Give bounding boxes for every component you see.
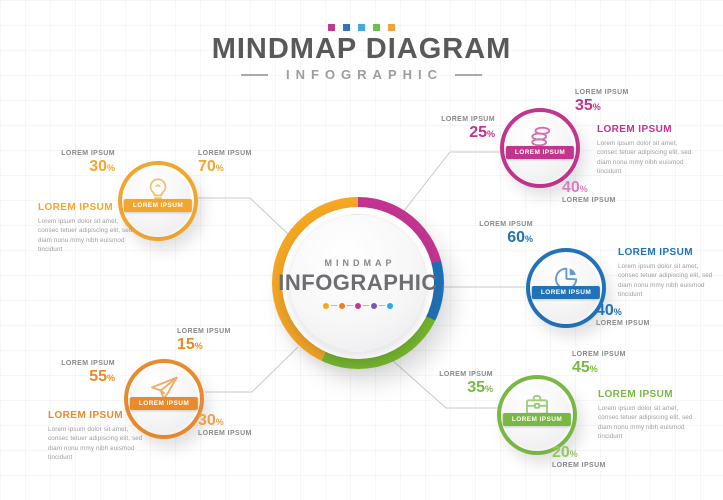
stat-briefcase-bottom: 20% LOREM IPSUM bbox=[552, 444, 606, 470]
stat-value: 60% bbox=[507, 229, 533, 247]
stat-value: 35% bbox=[575, 97, 601, 115]
stat-coins-bottom: 40% LOREM IPSUM bbox=[562, 179, 616, 205]
stat-label: LOREM IPSUM bbox=[572, 351, 626, 358]
section-body: Lorem ipsum dolor sit amet, consec tetue… bbox=[38, 218, 133, 254]
section-heading: LOREM IPSUM bbox=[618, 247, 693, 258]
stat-value: 40% bbox=[596, 302, 622, 319]
section-body: Lorem ipsum dolor sit amet, consec tetue… bbox=[597, 140, 692, 176]
stat-label: LOREM IPSUM bbox=[439, 371, 493, 378]
section-body: Lorem ipsum dolor sit amet, consec tetue… bbox=[618, 263, 713, 299]
stat-value: 35% bbox=[467, 379, 493, 397]
color-dot bbox=[387, 302, 393, 309]
color-dot bbox=[323, 302, 329, 309]
center-dots bbox=[323, 302, 393, 309]
central-node: MINDMAP INFOGRAPHIC bbox=[272, 197, 444, 369]
header-squares bbox=[0, 24, 723, 31]
section-pie: LOREM IPSUM Lorem ipsum dolor sit amet, … bbox=[618, 247, 712, 300]
section-briefcase: LOREM IPSUM Lorem ipsum dolor sit amet, … bbox=[598, 389, 692, 442]
color-dot bbox=[339, 302, 345, 309]
stat-coins-left: LOREM IPSUM 25% bbox=[441, 116, 495, 142]
color-dot bbox=[371, 302, 377, 309]
subtitle-dash-left bbox=[241, 73, 268, 76]
color-square bbox=[328, 24, 335, 31]
stat-value: 45% bbox=[572, 359, 598, 377]
stat-plane-top: LOREM IPSUM 15% bbox=[177, 328, 231, 354]
section-heading: LOREM IPSUM bbox=[598, 389, 673, 400]
stat-pie-bottom: 40% LOREM IPSUM bbox=[596, 302, 650, 328]
dot-separator bbox=[347, 305, 353, 306]
central-face: MINDMAP INFOGRAPHIC bbox=[278, 214, 437, 352]
stat-label: LOREM IPSUM bbox=[61, 360, 115, 367]
color-square bbox=[373, 24, 380, 31]
color-dot bbox=[355, 302, 361, 309]
node-coins: LOREM IPSUM bbox=[500, 108, 580, 188]
stat-label: LOREM IPSUM bbox=[198, 150, 252, 157]
stat-label: LOREM IPSUM bbox=[61, 150, 115, 157]
stat-value: 20% bbox=[552, 444, 578, 461]
node-badge: LOREM IPSUM bbox=[502, 413, 572, 426]
node-idea: LOREM IPSUM bbox=[118, 161, 198, 241]
node-badge: LOREM IPSUM bbox=[129, 397, 199, 410]
section-body: Lorem ipsum dolor sit amet, consec tetue… bbox=[48, 426, 143, 462]
node-badge: LOREM IPSUM bbox=[505, 146, 575, 159]
pie-chart-icon bbox=[555, 267, 578, 290]
stat-coins-top: LOREM IPSUM 35% bbox=[575, 89, 629, 115]
stat-idea-left: LOREM IPSUM 30% bbox=[61, 150, 115, 176]
page-title: MINDMAP DIAGRAM bbox=[211, 33, 512, 65]
stat-value: 40% bbox=[562, 179, 588, 196]
color-square bbox=[358, 24, 365, 31]
paper-plane-icon bbox=[151, 376, 178, 400]
stat-value: 30% bbox=[89, 158, 115, 176]
stat-label: LOREM IPSUM bbox=[441, 116, 495, 123]
dot-separator bbox=[331, 305, 337, 306]
stat-value: 15% bbox=[177, 336, 203, 354]
central-title: INFOGRAPHIC bbox=[278, 269, 438, 295]
coins-icon bbox=[531, 126, 551, 147]
stat-plane-bottom: 30% LOREM IPSUM bbox=[198, 412, 252, 438]
stat-pie-top: LOREM IPSUM 60% bbox=[479, 221, 533, 247]
stat-label: LOREM IPSUM bbox=[575, 89, 629, 96]
section-idea: LOREM IPSUM Lorem ipsum dolor sit amet, … bbox=[38, 202, 132, 255]
node-badge: LOREM IPSUM bbox=[123, 199, 193, 212]
section-coins: LOREM IPSUM Lorem ipsum dolor sit amet, … bbox=[597, 124, 691, 177]
stat-value: 30% bbox=[198, 412, 224, 429]
color-square bbox=[343, 24, 350, 31]
node-plane: LOREM IPSUM bbox=[124, 359, 204, 439]
dot-separator bbox=[363, 305, 369, 306]
section-heading: LOREM IPSUM bbox=[48, 410, 123, 421]
stat-value: 55% bbox=[89, 368, 115, 386]
stat-label: LOREM IPSUM bbox=[479, 221, 533, 228]
page-subtitle: INFOGRAPHIC bbox=[286, 67, 443, 82]
section-heading: LOREM IPSUM bbox=[38, 202, 113, 213]
color-square bbox=[388, 24, 395, 31]
stat-idea-right: LOREM IPSUM 70% bbox=[198, 150, 252, 176]
stat-label: LOREM IPSUM bbox=[596, 320, 650, 328]
subtitle-dash-right bbox=[455, 73, 482, 76]
central-kicker: MINDMAP bbox=[324, 257, 396, 268]
stat-briefcase-left: LOREM IPSUM 35% bbox=[439, 371, 493, 397]
stat-value: 70% bbox=[198, 158, 224, 176]
section-body: Lorem ipsum dolor sit amet, consec tetue… bbox=[598, 405, 693, 441]
stat-label: LOREM IPSUM bbox=[198, 430, 252, 438]
section-heading: LOREM IPSUM bbox=[597, 124, 672, 135]
node-badge: LOREM IPSUM bbox=[531, 286, 601, 299]
stat-briefcase-top: LOREM IPSUM 45% bbox=[572, 351, 626, 377]
section-plane: LOREM IPSUM Lorem ipsum dolor sit amet, … bbox=[48, 410, 142, 463]
stat-label: LOREM IPSUM bbox=[562, 197, 616, 205]
stat-value: 25% bbox=[469, 124, 495, 142]
node-pie: LOREM IPSUM bbox=[526, 248, 606, 328]
stat-label: LOREM IPSUM bbox=[552, 462, 606, 470]
stat-label: LOREM IPSUM bbox=[177, 328, 231, 335]
node-briefcase: LOREM IPSUM bbox=[497, 375, 577, 455]
stat-plane-left: LOREM IPSUM 55% bbox=[61, 360, 115, 386]
dot-separator bbox=[379, 305, 385, 306]
page-subtitle-row: INFOGRAPHIC bbox=[0, 67, 723, 82]
